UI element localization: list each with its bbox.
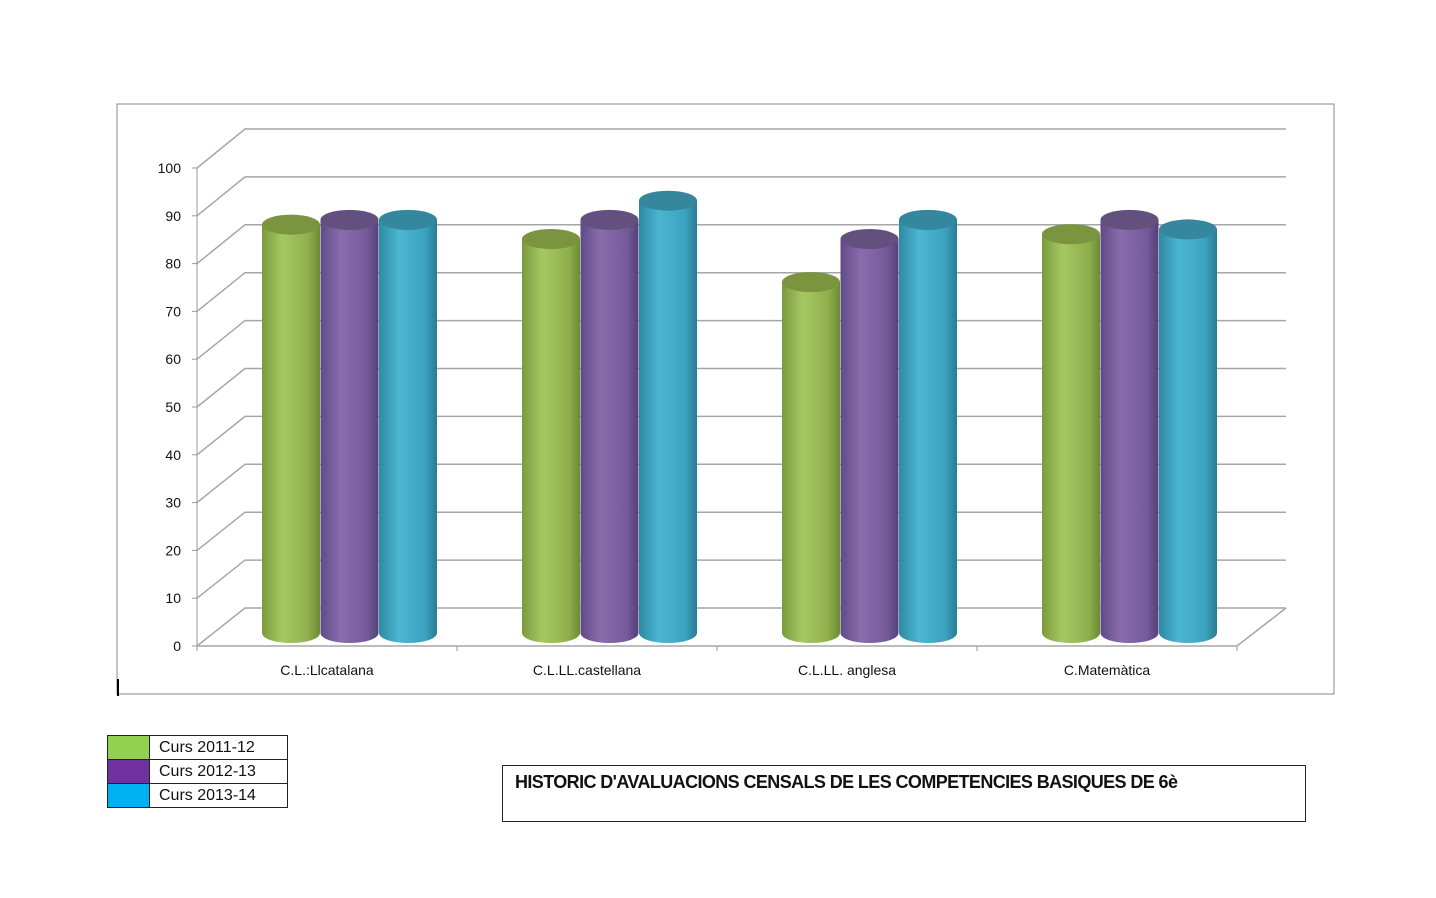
bar-top bbox=[1100, 209, 1159, 230]
bar bbox=[522, 229, 580, 643]
y-axis: 0 10 20 30 40 50 60 70 80 90 100 bbox=[158, 160, 198, 654]
legend: Curs 2011-12 Curs 2012-13 Curs 2013-14 bbox=[107, 735, 288, 808]
legend-swatch bbox=[107, 735, 150, 760]
legend-item: Curs 2011-12 bbox=[107, 735, 288, 760]
bar bbox=[782, 272, 840, 643]
bar-top bbox=[639, 190, 697, 211]
bar-body bbox=[840, 239, 899, 643]
x-tick-label: C.L.LL.castellana bbox=[533, 662, 641, 678]
x-tick-label: C.L.:Llcatalana bbox=[280, 662, 374, 678]
bar bbox=[1100, 209, 1159, 643]
y-tick-label: 30 bbox=[165, 495, 181, 511]
y-tick-label: 80 bbox=[165, 256, 181, 272]
bar bbox=[840, 229, 899, 643]
bar bbox=[899, 209, 957, 643]
legend-item: Curs 2013-14 bbox=[107, 783, 288, 808]
legend-label: Curs 2011-12 bbox=[149, 735, 288, 760]
bar-top bbox=[580, 209, 639, 230]
chart-title-box: HISTORIC D'AVALUACIONS CENSALS DE LES CO… bbox=[502, 765, 1306, 822]
bar-body bbox=[379, 219, 437, 643]
legend-item: Curs 2012-13 bbox=[107, 759, 288, 784]
y-tick-label: 100 bbox=[158, 160, 182, 176]
bar bbox=[262, 214, 320, 643]
y-tick-label: 50 bbox=[165, 399, 181, 415]
bar-top bbox=[1159, 219, 1217, 240]
y-tick-label: 0 bbox=[173, 638, 181, 654]
y-tick-label: 60 bbox=[165, 351, 181, 367]
bar bbox=[1042, 224, 1100, 643]
bar-body bbox=[639, 200, 697, 643]
bar-body bbox=[1042, 234, 1100, 643]
bars bbox=[262, 190, 1217, 643]
bar bbox=[580, 209, 639, 643]
bar bbox=[320, 209, 379, 643]
y-tick-label: 20 bbox=[165, 542, 181, 558]
bar-body bbox=[782, 282, 840, 643]
bar bbox=[379, 209, 437, 643]
y-tick-label: 40 bbox=[165, 447, 181, 463]
bar-body bbox=[1159, 229, 1217, 643]
gridline bbox=[196, 176, 1286, 217]
bar bbox=[639, 190, 697, 643]
x-tick-label: C.Matemàtica bbox=[1064, 662, 1151, 678]
bar-body bbox=[262, 224, 320, 643]
chart-title: HISTORIC D'AVALUACIONS CENSALS DE LES CO… bbox=[515, 772, 1178, 792]
y-tick-label: 70 bbox=[165, 303, 181, 319]
bar-body bbox=[320, 219, 379, 643]
legend-label: Curs 2013-14 bbox=[149, 783, 288, 808]
bar-top bbox=[899, 209, 957, 230]
bar-body bbox=[522, 239, 580, 643]
y-tick-label: 10 bbox=[165, 590, 181, 606]
legend-swatch bbox=[107, 759, 150, 784]
bar bbox=[1159, 219, 1217, 643]
gridline bbox=[196, 128, 1286, 169]
x-tick-label: C.L.LL. anglesa bbox=[798, 662, 896, 678]
bar-body bbox=[899, 219, 957, 643]
legend-label: Curs 2012-13 bbox=[149, 759, 288, 784]
bar-top bbox=[320, 209, 379, 230]
bar-top bbox=[782, 272, 840, 293]
y-tick-label: 90 bbox=[165, 208, 181, 224]
bar-top bbox=[840, 229, 899, 250]
bar-top bbox=[522, 229, 580, 250]
bar-top bbox=[379, 209, 437, 230]
bar-body bbox=[580, 219, 639, 643]
x-axis: C.L.:Llcatalana C.L.LL.castellana C.L.LL. … bbox=[196, 646, 1238, 678]
bar-top bbox=[1042, 224, 1100, 245]
legend-swatch bbox=[107, 783, 150, 808]
bar-top bbox=[262, 214, 320, 235]
bar-body bbox=[1100, 219, 1159, 643]
